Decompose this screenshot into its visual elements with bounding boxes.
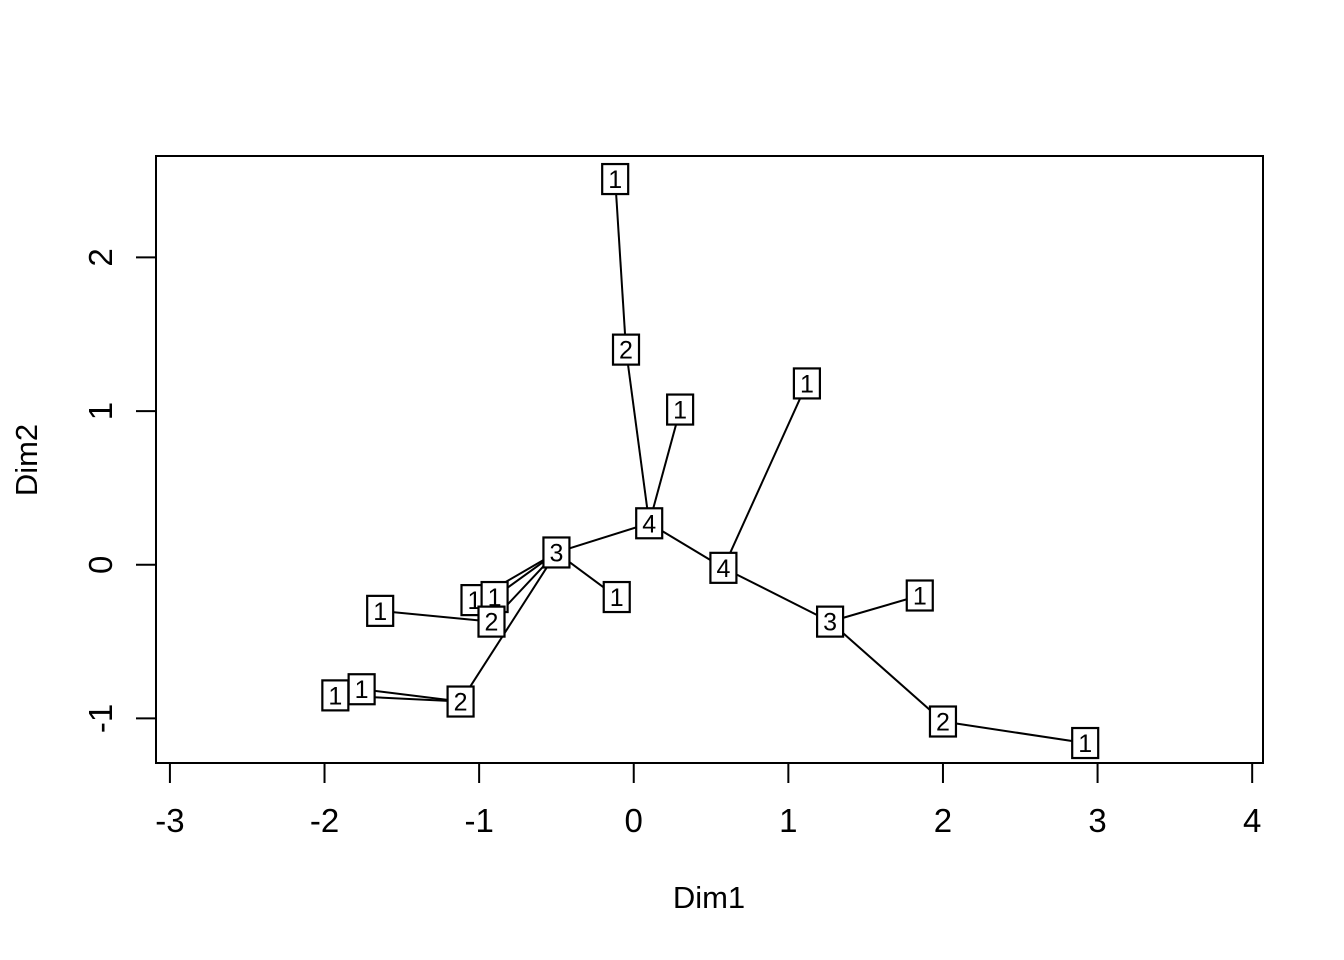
node-box: [611, 333, 641, 366]
tree-edge: [648, 409, 682, 524]
node-box: [905, 579, 934, 612]
node-label: 1: [610, 584, 624, 612]
y-axis-tick-label: 0: [82, 556, 119, 574]
node-box: [366, 594, 395, 627]
tree-edge: [459, 551, 558, 703]
x-axis-tick-label: 3: [1088, 802, 1106, 839]
node-box: [709, 551, 738, 584]
edges-layer: [335, 178, 1086, 745]
node-label: 1: [608, 166, 622, 194]
node-label: 4: [642, 510, 656, 538]
tree-edge: [556, 522, 650, 554]
tree-edge: [625, 349, 651, 524]
node-box: [666, 393, 695, 426]
y-axis-tick-label: -1: [82, 704, 119, 733]
x-axis-tick-label: -2: [310, 802, 339, 839]
x-axis-tick-label: 0: [625, 802, 643, 839]
node-label: 1: [488, 584, 502, 612]
y-axis-title: Dim2: [9, 424, 44, 496]
tree-edge: [829, 594, 921, 623]
node-label: 3: [549, 539, 563, 567]
node-box: [928, 705, 958, 738]
tree-edge: [829, 620, 944, 723]
node-label: 1: [913, 582, 927, 610]
node-box: [347, 673, 376, 706]
node-label: 4: [716, 555, 730, 583]
node-label: 1: [800, 370, 814, 398]
tree-edge: [722, 566, 831, 623]
y-axis: -1 0 1 2: [82, 248, 156, 733]
tree-edge: [722, 383, 808, 569]
x-axis-tick-label: 1: [779, 802, 797, 839]
x-axis-title: Dim1: [673, 880, 745, 915]
node-box: [815, 605, 845, 638]
node-label: 1: [1078, 730, 1092, 758]
node-box: [446, 685, 475, 718]
node-box: [477, 605, 506, 638]
x-axis-tick-label: -3: [155, 802, 184, 839]
node-label: 1: [355, 676, 369, 704]
y-axis-tick-label: 2: [82, 248, 119, 266]
tree-edge: [361, 688, 461, 703]
node-box: [1071, 726, 1100, 760]
tree-edge: [614, 178, 628, 350]
node-label: 1: [328, 682, 342, 710]
x-axis-tick-label: -1: [464, 802, 493, 839]
x-axis: -3 -2 -1 0 1 2 3 4: [155, 763, 1261, 839]
node-label: 3: [823, 609, 837, 637]
node-box: [635, 507, 664, 540]
node-label: 1: [673, 397, 687, 425]
node-label: 2: [619, 337, 633, 365]
node-box: [601, 162, 630, 196]
node-box: [602, 580, 631, 614]
y-axis-tick-label: 1: [82, 402, 119, 420]
node-box: [792, 367, 822, 400]
plot-border: [155, 155, 1264, 764]
tree-edge: [380, 609, 492, 623]
x-axis-tick-label: 2: [934, 802, 952, 839]
node-label: 2: [936, 709, 950, 737]
node-box: [542, 536, 571, 569]
node-label: 2: [454, 689, 468, 717]
x-axis-tick-label: 4: [1243, 802, 1261, 839]
tree-edge: [942, 720, 1086, 745]
node-label: 2: [485, 609, 499, 637]
node-label: 1: [373, 598, 387, 626]
